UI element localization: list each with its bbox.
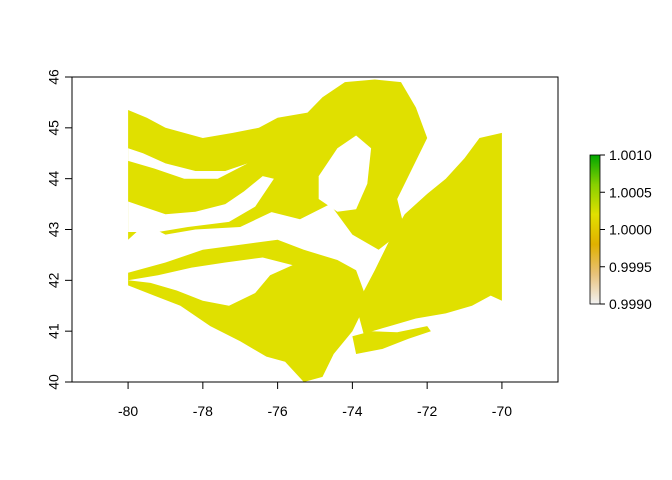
water-north-channel bbox=[128, 148, 248, 179]
y-tick-label: 40 bbox=[46, 374, 62, 390]
legend-tick-label: 1.0000 bbox=[609, 222, 652, 238]
legend: 0.9990 0.9995 1.0000 1.0005 1.0010 bbox=[589, 147, 652, 312]
x-tick-label: -72 bbox=[417, 403, 437, 419]
gap-cape-cod bbox=[479, 303, 502, 321]
x-axis: -80 -78 -76 -74 -72 -70 bbox=[118, 381, 512, 419]
x-tick-label: -74 bbox=[342, 403, 362, 419]
legend-color-bar bbox=[589, 154, 601, 305]
legend-tick-label: 0.9995 bbox=[609, 259, 652, 275]
raster-layer bbox=[128, 79, 502, 382]
gap-northeast bbox=[415, 82, 502, 128]
x-tick-label: -80 bbox=[118, 403, 138, 419]
gap-adirondacks bbox=[318, 135, 372, 212]
gap-western-plateau bbox=[128, 257, 293, 306]
y-tick-label: 44 bbox=[46, 171, 62, 187]
gap-pennsylvania bbox=[128, 295, 259, 382]
x-tick-label: -76 bbox=[267, 403, 287, 419]
x-tick-label: -70 bbox=[492, 403, 512, 419]
y-tick-label: 43 bbox=[46, 222, 62, 238]
y-tick-label: 41 bbox=[46, 323, 62, 339]
x-tick-label: -78 bbox=[193, 403, 213, 419]
y-tick-label: 45 bbox=[46, 120, 62, 136]
y-tick-label: 46 bbox=[46, 69, 62, 85]
water-lake-ontario bbox=[128, 176, 274, 232]
raster-long-island bbox=[352, 326, 431, 354]
water-atlantic bbox=[371, 341, 502, 382]
legend-tick-label: 1.0005 bbox=[609, 184, 652, 200]
y-axis: 40 41 42 43 44 45 46 bbox=[46, 69, 73, 390]
y-tick-label: 42 bbox=[46, 272, 62, 288]
legend-tick-label: 0.9990 bbox=[609, 296, 652, 312]
legend-ticks: 0.9990 0.9995 1.0000 1.0005 1.0010 bbox=[600, 147, 652, 312]
raster-new-england-region bbox=[356, 132, 502, 334]
legend-tick-label: 1.0010 bbox=[609, 147, 652, 163]
